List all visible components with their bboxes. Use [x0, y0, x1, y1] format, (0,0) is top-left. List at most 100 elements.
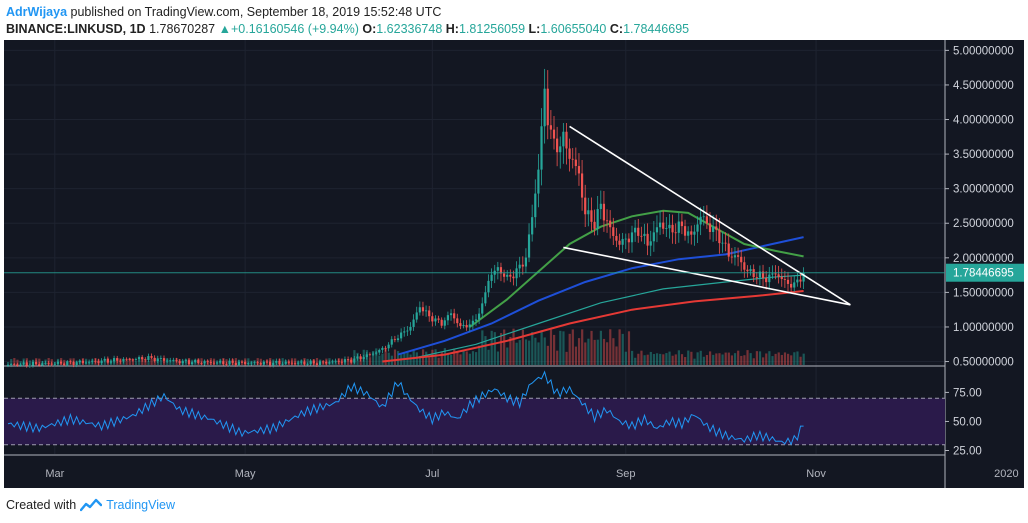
candle-body	[219, 361, 222, 363]
candle-body	[743, 262, 746, 270]
volume-bar	[559, 330, 562, 365]
volume-bar	[147, 361, 150, 365]
candle-body	[765, 277, 768, 283]
candle-body	[106, 358, 109, 363]
candle-body	[13, 364, 16, 366]
candle-body	[796, 279, 799, 283]
candle-body	[652, 232, 655, 242]
candle-body	[680, 221, 684, 227]
volume-bar	[659, 353, 662, 365]
price-tick-label: 4.50000000	[953, 80, 1014, 92]
candle-body	[580, 173, 584, 198]
volume-bar	[571, 329, 574, 365]
volume-bar	[774, 353, 777, 365]
candle-body	[718, 229, 721, 244]
candle-body	[658, 222, 662, 228]
candle-body	[253, 362, 256, 363]
volume-bar	[749, 353, 752, 365]
candle-body	[674, 232, 677, 234]
candle-body	[66, 361, 69, 366]
candle-body	[771, 273, 774, 275]
candle-body	[786, 279, 790, 284]
candle-body	[147, 356, 150, 361]
volume-bar	[758, 351, 762, 365]
candle-body	[175, 360, 178, 362]
candle-body	[184, 360, 187, 361]
volume-bar	[478, 345, 481, 365]
candle-body	[91, 360, 94, 362]
volume-bar	[518, 340, 521, 365]
candle-body	[490, 274, 493, 281]
candle-body	[453, 313, 456, 319]
volume-bar	[159, 360, 163, 365]
volume-bar	[434, 349, 437, 365]
candle-body	[627, 238, 630, 243]
candle-body	[234, 362, 237, 366]
chart-container[interactable]: MarMayJulSepNov2020Mar5.000000004.500000…	[4, 40, 1024, 488]
candle-body	[499, 267, 503, 274]
volume-bar	[453, 348, 456, 365]
volume-bar	[680, 354, 684, 365]
candle-body	[97, 361, 100, 363]
volume-bar	[709, 351, 712, 365]
volume-bar	[665, 353, 668, 365]
volume-bar	[425, 351, 428, 365]
candle-body	[156, 358, 159, 362]
last-price-label: 1.78446695	[953, 268, 1014, 280]
candle-body	[6, 365, 10, 366]
candle-body	[293, 363, 297, 365]
tradingview-brand[interactable]: TradingView	[106, 498, 175, 512]
candle-body	[440, 319, 443, 326]
high-value: 1.81256059	[458, 22, 526, 36]
candle-body	[290, 362, 294, 364]
candle-body	[63, 363, 66, 366]
candle-body	[774, 273, 777, 275]
candle-body	[783, 279, 786, 280]
candle-body	[181, 360, 184, 364]
volume-bar	[602, 338, 606, 365]
volume-bar	[540, 330, 543, 365]
candle-body	[325, 361, 328, 364]
volume-bar	[409, 354, 412, 365]
candle-body	[590, 210, 593, 222]
candle-body	[131, 359, 134, 361]
price-chart[interactable]: MarMayJulSepNov2020Mar5.000000004.500000…	[4, 40, 1024, 488]
candle-body	[365, 354, 368, 358]
volume-bar	[621, 333, 624, 365]
volume-bar	[549, 329, 553, 365]
author-name[interactable]: AdrWijaya	[6, 5, 68, 19]
volume-bar	[762, 357, 765, 365]
candle-body	[72, 361, 75, 365]
candle-body	[78, 360, 81, 363]
candle-body	[362, 357, 365, 360]
candle-body	[396, 338, 400, 341]
candle-body	[359, 356, 362, 360]
candle-body	[424, 310, 428, 312]
volume-bar	[496, 351, 500, 365]
candle-body	[209, 362, 212, 363]
volume-bar	[462, 350, 465, 365]
candle-body	[562, 131, 565, 147]
volume-bar	[727, 352, 730, 365]
candle-body	[53, 363, 56, 365]
ma-teal-line	[413, 274, 804, 359]
candle-body	[577, 166, 581, 174]
volume-bar	[512, 328, 515, 365]
candle-body	[487, 280, 490, 293]
volume-bar	[618, 329, 621, 365]
candle-body	[574, 159, 577, 167]
volume-bar	[397, 351, 400, 365]
volume-bar	[668, 351, 671, 365]
candle-body	[212, 362, 216, 364]
volume-bar	[715, 353, 718, 365]
candle-body	[474, 319, 478, 321]
candle-body	[565, 131, 568, 149]
volume-bar	[662, 354, 665, 365]
volume-bar	[574, 346, 578, 365]
volume-bar	[368, 357, 372, 365]
candle-body	[200, 363, 203, 364]
volume-bar	[28, 360, 32, 365]
volume-bar	[646, 354, 649, 365]
volume-bar	[693, 358, 696, 365]
candle-body	[390, 339, 393, 345]
